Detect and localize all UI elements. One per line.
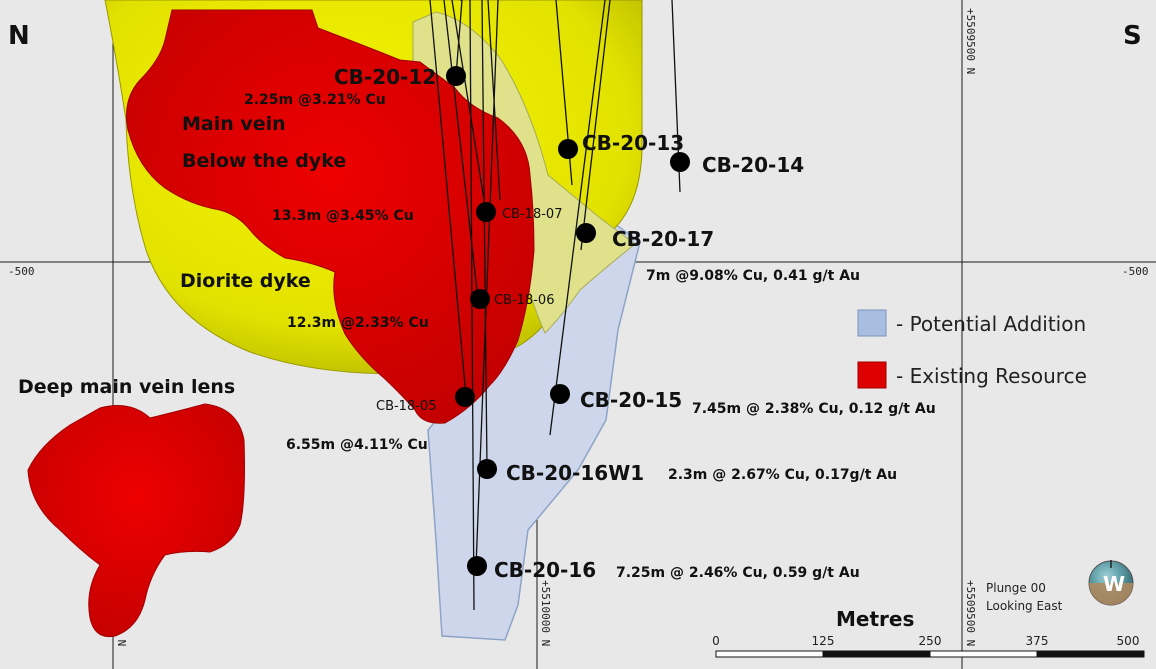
hole-label-cb-20-15: CB-20-15 (580, 388, 682, 412)
scale-bar-title: Metres (836, 607, 914, 631)
orientation-south-label: S (1123, 21, 1142, 51)
zone-label-deep-lens: Deep main vein lens (18, 376, 235, 398)
grid-label-northing-3-top: +5509500 N (964, 8, 977, 74)
hole-label-cb-20-17: CB-20-17 (612, 227, 714, 251)
view-globe-icon: W (1088, 560, 1134, 606)
legend: - Potential Addition - Existing Resource (857, 309, 1087, 389)
scale-tick-500: 500 (1117, 634, 1140, 648)
main-vein-resource-zone (126, 9, 535, 424)
drill-hole-traces (429, 0, 681, 611)
zone-label-main-vein-line2: Below the dyke (182, 150, 346, 172)
hole-label-cb-20-12: CB-20-12 (334, 65, 436, 89)
zone-label-diorite-dyke: Diorite dyke (180, 270, 311, 292)
orientation-north-label: N (8, 21, 30, 51)
intercept-label-cb-20-12: 2.25m @3.21% Cu (244, 92, 386, 108)
legend-swatch-potential (857, 309, 887, 337)
intercept-label-cb-20-16: 7.25m @ 2.46% Cu, 0.59 g/t Au (616, 565, 860, 581)
hole-marker-cb-20-17 (576, 223, 596, 243)
hole-marker-cb-18-06 (470, 289, 490, 309)
legend-swatch-existing (857, 361, 887, 389)
legend-label-existing: - Existing Resource (896, 364, 1087, 388)
intercept-label-cb-20-15: 7.45m @ 2.38% Cu, 0.12 g/t Au (692, 401, 936, 417)
grid-label-northing-2-bottom: +5510000 N (539, 580, 552, 646)
intercept-label-cb-18-07: 13.3m @3.45% Cu (272, 208, 414, 224)
hole-marker-cb-20-14 (670, 152, 690, 172)
intercept-label-cb-18-06: 12.3m @2.33% Cu (287, 315, 429, 331)
intercept-label-cb-20-17: 7m @9.08% Cu, 0.41 g/t Au (646, 268, 860, 284)
scale-tick-250: 250 (919, 634, 942, 648)
hole-marker-cb-20-13 (558, 139, 578, 159)
hole-marker-cb-20-12 (446, 66, 466, 86)
view-plunge-text: Plunge 00 (986, 581, 1046, 595)
hole-label-cb-20-14: CB-20-14 (702, 153, 804, 177)
grid-label-northing-3-bottom: +5509500 N (964, 580, 977, 646)
deep-lens-resource-zone (27, 403, 245, 638)
intercept-label-cb-20-16w1: 2.3m @ 2.67% Cu, 0.17g/t Au (668, 467, 897, 483)
hole-marker-cb-18-05 (455, 387, 475, 407)
scale-tick-375: 375 (1026, 634, 1049, 648)
hole-label-cb-20-16w1: CB-20-16W1 (506, 461, 644, 485)
hole-label-cb-20-16: CB-20-16 (494, 558, 596, 582)
hole-marker-cb-18-07 (476, 202, 496, 222)
svg-text:W: W (1103, 572, 1125, 596)
hole-marker-cb-20-15 (550, 384, 570, 404)
hole-label-cb-18-07: CB-18-07 (502, 207, 562, 222)
scale-tick-125: 125 (812, 634, 835, 648)
hole-label-cb-18-05: CB-18-05 (376, 399, 436, 414)
zone-label-main-vein-line1: Main vein (182, 113, 286, 135)
legend-label-potential: - Potential Addition (896, 312, 1086, 336)
view-looking-text: Looking East (986, 599, 1063, 613)
hole-label-cb-18-06: CB-18-06 (494, 293, 554, 308)
scale-bar: Metres 0 125 250 375 500 (712, 607, 1145, 658)
intercept-label-cb-18-05: 6.55m @4.11% Cu (286, 437, 428, 453)
scale-tick-0: 0 (712, 634, 720, 648)
hole-markers (446, 66, 690, 576)
grid-label-elevation-left: -500 (8, 265, 35, 278)
hole-label-cb-20-13: CB-20-13 (582, 131, 684, 155)
hole-marker-cb-20-16 (467, 556, 487, 576)
grid-label-elevation-right: -500 (1122, 265, 1149, 278)
hole-marker-cb-20-16w1 (477, 459, 497, 479)
